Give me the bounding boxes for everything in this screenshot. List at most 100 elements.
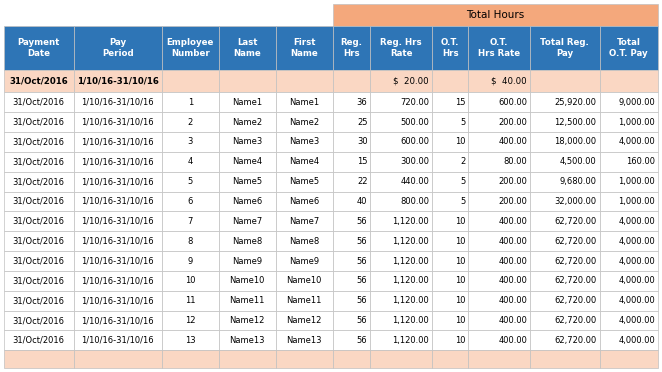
Text: 4: 4 (188, 157, 193, 166)
Text: First
Name: First Name (290, 38, 318, 58)
Bar (469, 311, 530, 330)
Bar (600, 231, 658, 251)
Bar (469, 350, 530, 368)
Text: 1/10/16-31/10/16: 1/10/16-31/10/16 (81, 197, 154, 206)
Bar (275, 350, 332, 368)
Bar (332, 26, 371, 70)
Bar (432, 211, 469, 231)
Bar (162, 70, 219, 92)
Text: Name4: Name4 (232, 157, 262, 166)
Text: Name11: Name11 (230, 296, 265, 305)
Bar (219, 132, 275, 152)
Bar (530, 70, 600, 92)
Bar (600, 112, 658, 132)
Text: 1,120.00: 1,120.00 (393, 336, 429, 345)
Text: 1,120.00: 1,120.00 (393, 217, 429, 226)
Text: Name5: Name5 (289, 177, 319, 186)
Text: 62,720.00: 62,720.00 (554, 296, 596, 305)
Text: 6: 6 (188, 197, 193, 206)
Bar (219, 211, 275, 231)
Bar (219, 350, 275, 368)
Bar (219, 112, 275, 132)
Text: Name9: Name9 (232, 257, 262, 266)
Bar (162, 171, 219, 192)
Bar (73, 350, 162, 368)
Text: Employee
Number: Employee Number (167, 38, 214, 58)
Text: 15: 15 (455, 98, 465, 107)
Bar (371, 311, 432, 330)
Text: Name6: Name6 (289, 197, 319, 206)
Bar (600, 350, 658, 368)
Text: 4,000.00: 4,000.00 (618, 296, 655, 305)
Text: 400.00: 400.00 (498, 316, 527, 325)
Text: 31/Oct/2016: 31/Oct/2016 (13, 316, 65, 325)
Text: 1/10/16-31/10/16: 1/10/16-31/10/16 (81, 296, 154, 305)
Text: Name4: Name4 (289, 157, 319, 166)
Bar (73, 231, 162, 251)
Bar (469, 92, 530, 112)
Bar (275, 231, 332, 251)
Bar (162, 92, 219, 112)
Text: 56: 56 (357, 217, 367, 226)
Bar (530, 92, 600, 112)
Bar (530, 251, 600, 271)
Bar (530, 271, 600, 291)
Bar (600, 211, 658, 231)
Bar (73, 4, 162, 26)
Bar (4, 211, 73, 231)
Text: 10: 10 (455, 137, 465, 146)
Text: 5: 5 (460, 177, 465, 186)
Text: 1,120.00: 1,120.00 (393, 257, 429, 266)
Text: Name5: Name5 (232, 177, 262, 186)
Text: Name3: Name3 (289, 137, 319, 146)
Bar (73, 26, 162, 70)
Bar (469, 132, 530, 152)
Text: 31/Oct/2016: 31/Oct/2016 (13, 237, 65, 246)
Text: 36: 36 (357, 98, 367, 107)
Bar (219, 192, 275, 211)
Text: 62,720.00: 62,720.00 (554, 316, 596, 325)
Text: 1/10/16-31/10/16: 1/10/16-31/10/16 (81, 217, 154, 226)
Bar (432, 291, 469, 311)
Bar (219, 271, 275, 291)
Bar (530, 311, 600, 330)
Bar (600, 92, 658, 112)
Bar (332, 4, 658, 26)
Bar (371, 211, 432, 231)
Text: 7: 7 (188, 217, 193, 226)
Bar (219, 251, 275, 271)
Text: 31/Oct/2016: 31/Oct/2016 (13, 217, 65, 226)
Text: 56: 56 (357, 336, 367, 345)
Bar (469, 211, 530, 231)
Text: 1/10/16-31/10/16: 1/10/16-31/10/16 (81, 316, 154, 325)
Text: 4,000.00: 4,000.00 (618, 237, 655, 246)
Bar (332, 132, 371, 152)
Bar (530, 26, 600, 70)
Bar (4, 192, 73, 211)
Bar (530, 231, 600, 251)
Bar (4, 112, 73, 132)
Bar (469, 112, 530, 132)
Text: 10: 10 (455, 237, 465, 246)
Text: 18,000.00: 18,000.00 (555, 137, 596, 146)
Bar (600, 251, 658, 271)
Bar (432, 171, 469, 192)
Bar (4, 92, 73, 112)
Bar (371, 70, 432, 92)
Bar (4, 4, 73, 26)
Bar (219, 311, 275, 330)
Text: 31/Oct/2016: 31/Oct/2016 (13, 276, 65, 285)
Text: 1,120.00: 1,120.00 (393, 237, 429, 246)
Bar (600, 271, 658, 291)
Bar (469, 291, 530, 311)
Text: Pay
Period: Pay Period (102, 38, 134, 58)
Bar (4, 350, 73, 368)
Bar (332, 350, 371, 368)
Text: 1/10/16-31/10/16: 1/10/16-31/10/16 (77, 77, 159, 86)
Text: 31/Oct/2016: 31/Oct/2016 (13, 157, 65, 166)
Text: 300.00: 300.00 (400, 157, 429, 166)
Text: 10: 10 (455, 336, 465, 345)
Text: 10: 10 (455, 217, 465, 226)
Bar (530, 152, 600, 171)
Text: 13: 13 (185, 336, 196, 345)
